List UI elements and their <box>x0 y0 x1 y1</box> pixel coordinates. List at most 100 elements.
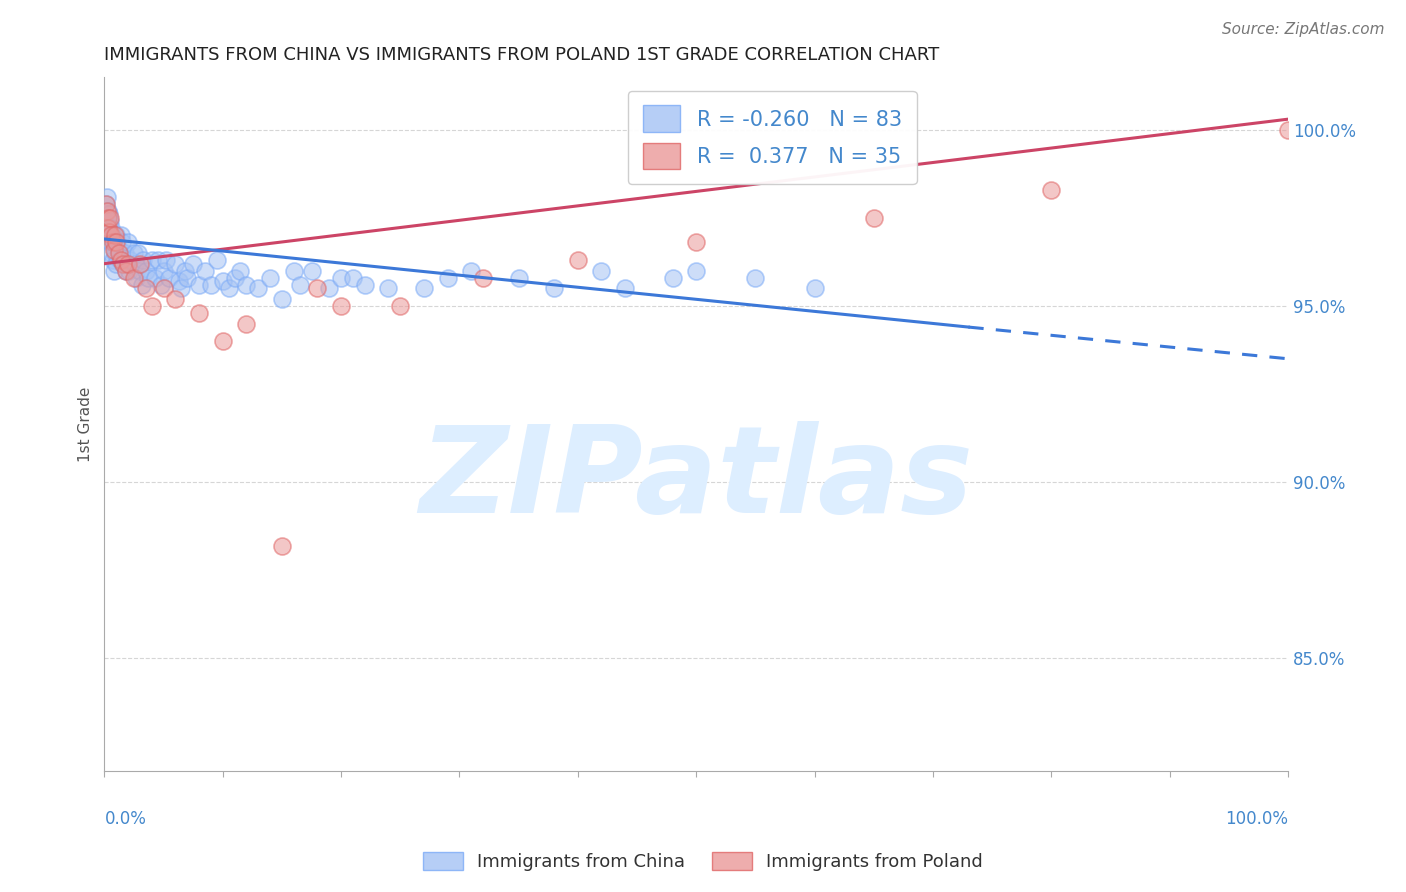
Point <box>114 263 136 277</box>
Point <box>567 253 589 268</box>
Point <box>1040 183 1063 197</box>
Point <box>107 243 129 257</box>
Point <box>1277 122 1299 136</box>
Text: ZIPatlas: ZIPatlas <box>419 421 973 538</box>
Point <box>128 257 150 271</box>
Point <box>436 270 458 285</box>
Point <box>98 207 121 221</box>
Point <box>165 292 187 306</box>
Point <box>112 257 135 271</box>
Point <box>288 277 311 292</box>
Point <box>218 281 240 295</box>
Point <box>111 235 134 250</box>
Point <box>117 257 139 271</box>
Point <box>104 246 127 260</box>
Point <box>98 225 121 239</box>
Point <box>205 253 228 268</box>
Point <box>103 235 125 250</box>
Point <box>229 263 252 277</box>
Point <box>301 263 323 277</box>
Point <box>98 211 121 225</box>
Point <box>330 299 353 313</box>
Point <box>318 281 340 295</box>
Legend: Immigrants from China, Immigrants from Poland: Immigrants from China, Immigrants from P… <box>416 845 990 879</box>
Point <box>661 270 683 285</box>
Point <box>413 281 436 295</box>
Point <box>110 228 132 243</box>
Point <box>307 281 329 295</box>
Point <box>120 253 142 268</box>
Point <box>389 299 412 313</box>
Point <box>460 263 482 277</box>
Point <box>97 211 120 225</box>
Point <box>101 228 124 243</box>
Point <box>122 246 145 260</box>
Point <box>105 228 128 243</box>
Point <box>122 270 145 285</box>
Point <box>159 270 181 285</box>
Point <box>150 277 173 292</box>
Point <box>803 281 825 295</box>
Point <box>188 306 211 320</box>
Point <box>98 235 121 250</box>
Point <box>96 211 118 225</box>
Point <box>543 281 565 295</box>
Point <box>188 277 211 292</box>
Point <box>94 196 117 211</box>
Point <box>685 263 707 277</box>
Point <box>118 263 141 277</box>
Point <box>283 263 305 277</box>
Point <box>97 221 120 235</box>
Point <box>98 221 121 235</box>
Point <box>862 211 884 225</box>
Point <box>96 190 118 204</box>
Point <box>472 270 495 285</box>
Point <box>135 263 157 277</box>
Point <box>104 228 127 243</box>
Point <box>135 281 157 295</box>
Point <box>131 277 153 292</box>
Point <box>96 203 118 218</box>
Point <box>98 214 121 228</box>
Point <box>181 257 204 271</box>
Point <box>105 235 128 250</box>
Point <box>194 263 217 277</box>
Point <box>128 263 150 277</box>
Legend: R = -0.260   N = 83, R =  0.377   N = 35: R = -0.260 N = 83, R = 0.377 N = 35 <box>628 91 917 184</box>
Point <box>100 246 122 260</box>
Point <box>141 299 163 313</box>
Point <box>685 235 707 250</box>
Point <box>124 257 146 271</box>
Point <box>614 281 637 295</box>
Point <box>165 257 187 271</box>
Point <box>141 253 163 268</box>
Point <box>143 270 166 285</box>
Text: Source: ZipAtlas.com: Source: ZipAtlas.com <box>1222 22 1385 37</box>
Text: IMMIGRANTS FROM CHINA VS IMMIGRANTS FROM POLAND 1ST GRADE CORRELATION CHART: IMMIGRANTS FROM CHINA VS IMMIGRANTS FROM… <box>104 46 939 64</box>
Point <box>101 235 124 250</box>
Point <box>155 253 177 268</box>
Point <box>271 539 294 553</box>
Point <box>110 253 132 268</box>
Point <box>330 270 353 285</box>
Point <box>108 253 131 268</box>
Point <box>152 263 174 277</box>
Y-axis label: 1st Grade: 1st Grade <box>79 386 93 462</box>
Point <box>173 263 195 277</box>
Point <box>100 221 122 235</box>
Point <box>591 263 613 277</box>
Point <box>247 281 270 295</box>
Point <box>101 253 124 268</box>
Point <box>508 270 530 285</box>
Point <box>114 263 136 277</box>
Point <box>100 228 122 243</box>
Point <box>125 270 148 285</box>
Point <box>211 274 233 288</box>
Point <box>117 235 139 250</box>
Point <box>127 246 149 260</box>
Point <box>114 246 136 260</box>
Point <box>136 270 159 285</box>
Point <box>107 246 129 260</box>
Point <box>211 334 233 348</box>
Point <box>132 253 155 268</box>
